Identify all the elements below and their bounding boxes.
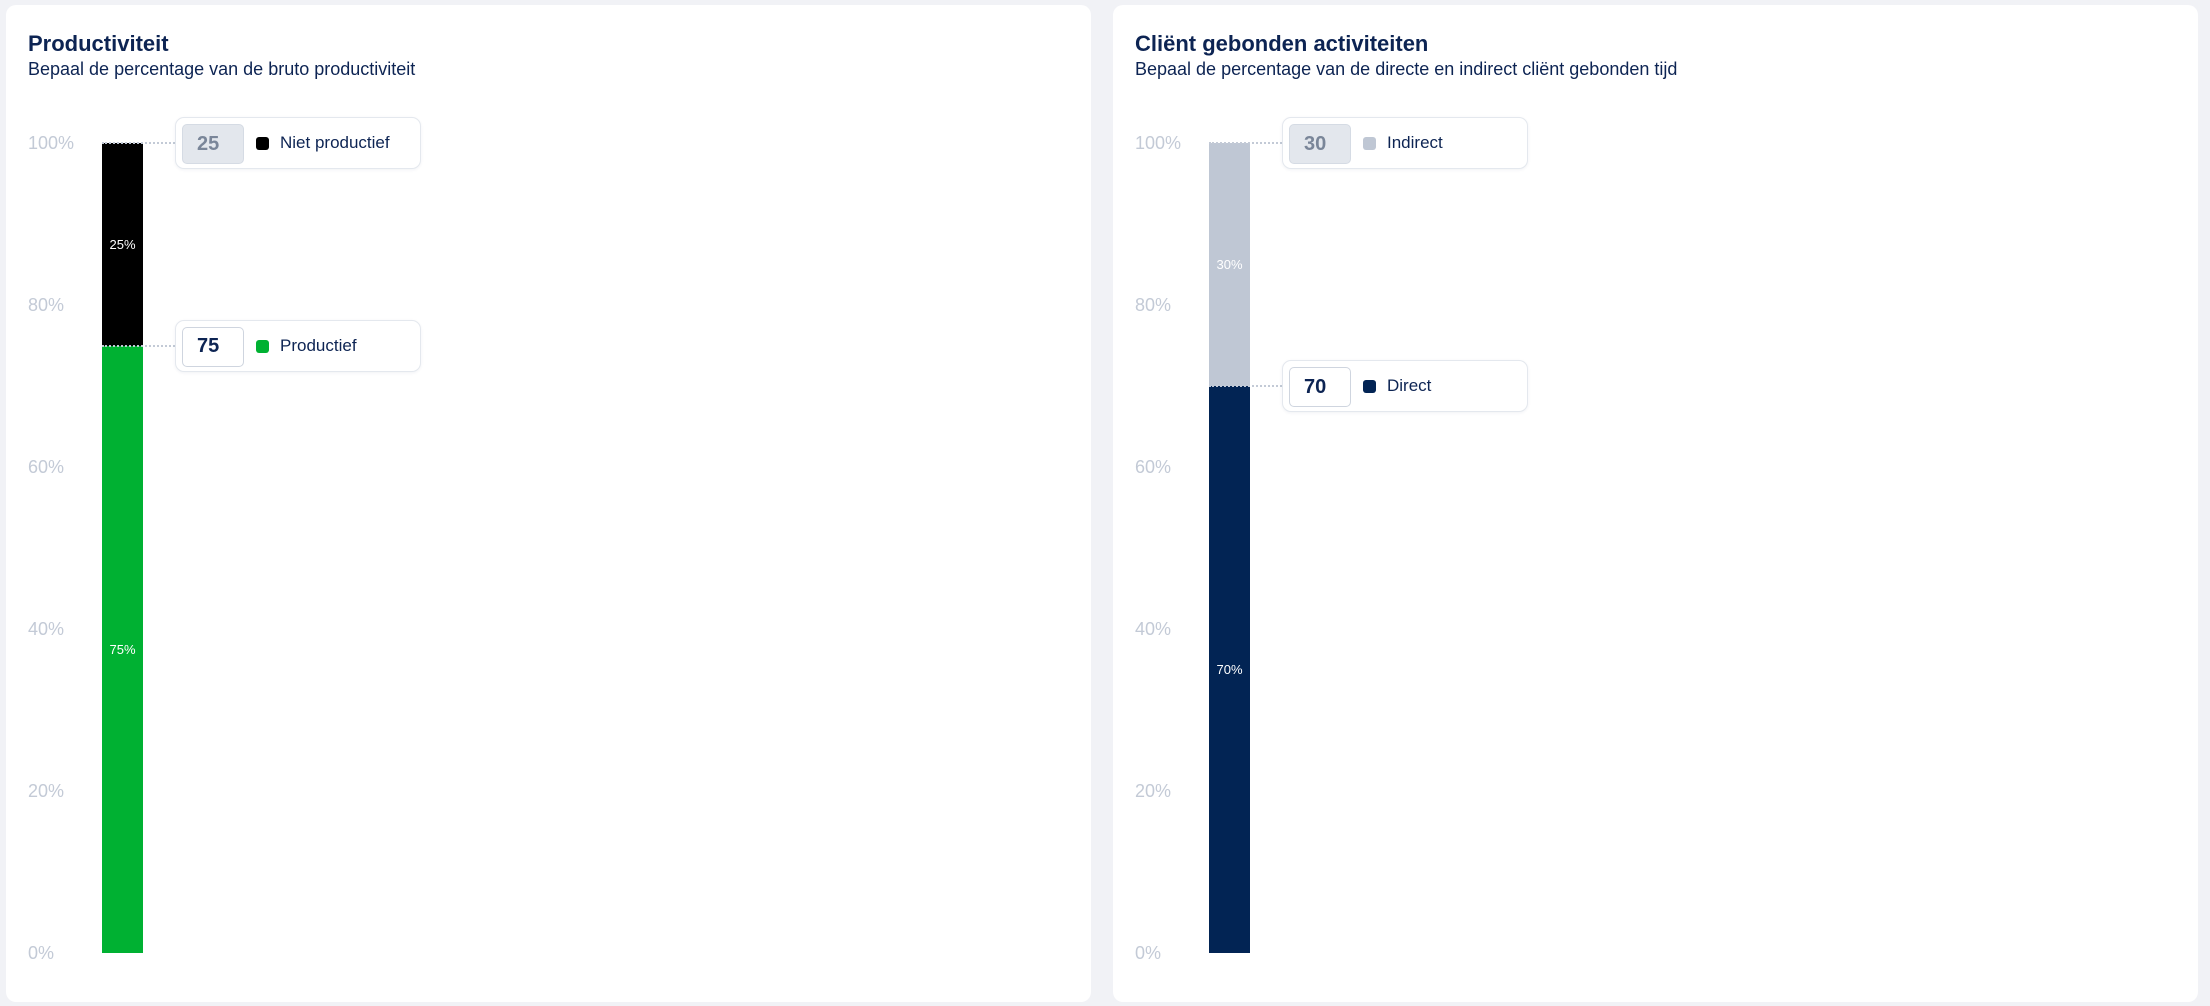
segment-connector-line (102, 142, 175, 144)
legend-color-swatch (1363, 380, 1376, 393)
bar-segment-direct: 70% (1209, 386, 1250, 953)
y-axis-tick: 0% (1135, 943, 1162, 963)
legend-color-swatch (256, 339, 269, 353)
segment-percent-label: 75% (109, 641, 136, 657)
y-axis-tick: 40% (28, 619, 65, 639)
segment-percent-label: 70% (1216, 662, 1243, 677)
panel-title: Productiviteit (28, 31, 169, 56)
value-card-indirect: Indirect (1282, 117, 1528, 169)
series-name-label: Indirect (1387, 133, 1443, 152)
y-axis-tick: 0% (28, 943, 55, 963)
bar-segment-indirect: 30% (1209, 143, 1250, 386)
y-axis-tick: 20% (28, 781, 65, 801)
segment-connector-line (1209, 142, 1282, 144)
percentage-input[interactable] (182, 326, 244, 367)
client-activities-chart: 0% 20% 40% 60% 80% 100% 70% 30% Direct Indirect (1113, 5, 2198, 1002)
value-card-direct: Direct (1282, 360, 1528, 412)
segment-connector-line (1209, 385, 1282, 387)
value-card-productief: Productief (175, 319, 421, 372)
value-card-niet-productief: Niet productief (175, 117, 421, 169)
series-name-label: Productief (280, 335, 357, 355)
stacked-bar: 70% 30% (1209, 143, 1250, 953)
y-axis-tick: 60% (1135, 457, 1172, 477)
stacked-bar: 75% 25% (102, 143, 143, 953)
y-axis-tick: 80% (28, 295, 65, 315)
percentage-readonly-field (1289, 124, 1351, 164)
y-axis-tick: 100% (28, 133, 75, 153)
y-axis-tick: 80% (1135, 295, 1172, 315)
segment-connector-line (102, 344, 175, 347)
panel-title: Cliënt gebonden activiteiten (1135, 31, 1429, 56)
productivity-chart: 0% 20% 40% 60% 80% 100% 75% 25% Productief Niet p… (6, 5, 1091, 1002)
legend-color-swatch (1363, 137, 1376, 150)
panel-subtitle: Bepaal de percentage van de directe en i… (1135, 59, 1678, 79)
percentage-readonly-field (182, 124, 244, 164)
bar-segment-niet-productief: 25% (102, 143, 143, 346)
segment-percent-label: 25% (109, 236, 136, 252)
bar-segment-productief: 75% (102, 345, 143, 953)
panel-subtitle: Bepaal de percentage van de bruto produc… (28, 59, 416, 79)
series-name-label: Niet productief (280, 133, 390, 152)
legend-color-swatch (256, 137, 269, 150)
y-axis-tick: 60% (28, 457, 65, 477)
percentage-input[interactable] (1289, 367, 1351, 407)
y-axis-tick: 100% (1135, 133, 1182, 153)
productivity-panel: Productiviteit Bepaal de percentage van … (6, 5, 1091, 1002)
segment-percent-label: 30% (1216, 257, 1243, 272)
client-activities-panel: Cliënt gebonden activiteiten Bepaal de p… (1113, 5, 2198, 1002)
y-axis-tick: 20% (1135, 781, 1172, 801)
series-name-label: Direct (1387, 376, 1432, 395)
y-axis-tick: 40% (1135, 619, 1172, 639)
